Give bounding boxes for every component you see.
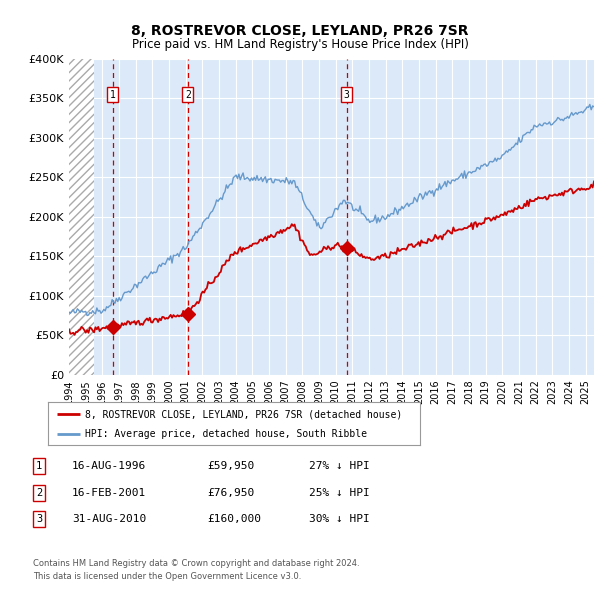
Bar [69,59,94,375]
Text: 25% ↓ HPI: 25% ↓ HPI [309,488,370,497]
Text: 8, ROSTREVOR CLOSE, LEYLAND, PR26 7SR (detached house): 8, ROSTREVOR CLOSE, LEYLAND, PR26 7SR (d… [85,409,403,419]
Text: 3: 3 [344,90,350,100]
Text: 2: 2 [36,488,42,497]
Text: 31-AUG-2010: 31-AUG-2010 [72,514,146,524]
Text: 2: 2 [185,90,191,100]
Text: 16-AUG-1996: 16-AUG-1996 [72,461,146,471]
Text: £59,950: £59,950 [207,461,254,471]
Text: 3: 3 [36,514,42,524]
Text: 1: 1 [36,461,42,471]
Text: 30% ↓ HPI: 30% ↓ HPI [309,514,370,524]
Text: £76,950: £76,950 [207,488,254,497]
Text: HPI: Average price, detached house, South Ribble: HPI: Average price, detached house, Sout… [85,429,367,439]
Text: Contains HM Land Registry data © Crown copyright and database right 2024.: Contains HM Land Registry data © Crown c… [33,559,359,568]
Text: 27% ↓ HPI: 27% ↓ HPI [309,461,370,471]
Text: 16-FEB-2001: 16-FEB-2001 [72,488,146,497]
Text: 8, ROSTREVOR CLOSE, LEYLAND, PR26 7SR: 8, ROSTREVOR CLOSE, LEYLAND, PR26 7SR [131,24,469,38]
Text: Price paid vs. HM Land Registry's House Price Index (HPI): Price paid vs. HM Land Registry's House … [131,38,469,51]
Text: £160,000: £160,000 [207,514,261,524]
Text: 1: 1 [110,90,116,100]
Text: This data is licensed under the Open Government Licence v3.0.: This data is licensed under the Open Gov… [33,572,301,581]
